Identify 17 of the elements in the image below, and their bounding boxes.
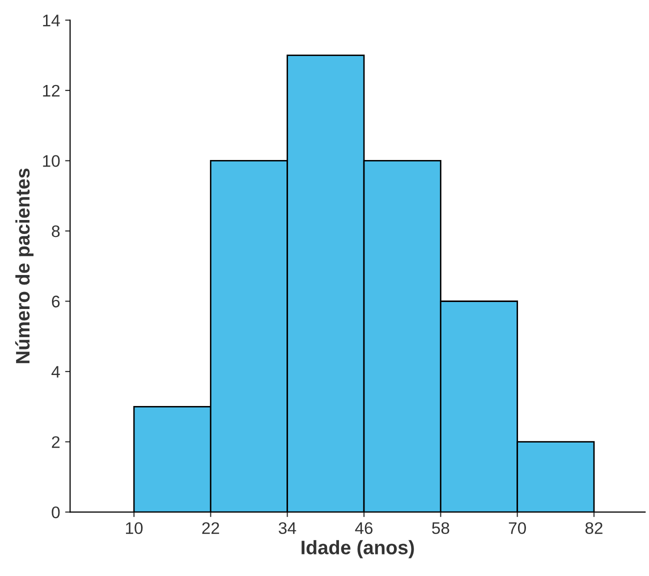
x-tick-label: 10 xyxy=(126,522,143,534)
y-tick-label: 6 xyxy=(52,296,60,308)
y-tick-label: 12 xyxy=(43,84,60,96)
x-tick-label: 46 xyxy=(355,522,373,534)
y-tick-label: 2 xyxy=(52,436,60,448)
y-tick-label: 4 xyxy=(51,366,60,378)
x-tick-label: 82 xyxy=(585,522,602,534)
y-tick-label: 14 xyxy=(43,14,60,26)
x-tick-label: 58 xyxy=(432,522,450,534)
x-tick-label: 70 xyxy=(508,522,526,534)
y-axis-title: Número de pacientes xyxy=(15,168,34,364)
y-tick-label: 0 xyxy=(52,506,60,518)
y-tick-label: 10 xyxy=(43,155,60,167)
x-tick-label: 22 xyxy=(202,522,220,534)
x-axis-title: Idade (anos) xyxy=(302,540,414,558)
y-tick-label: 8 xyxy=(52,225,60,238)
x-tick-label: 34 xyxy=(278,522,296,534)
